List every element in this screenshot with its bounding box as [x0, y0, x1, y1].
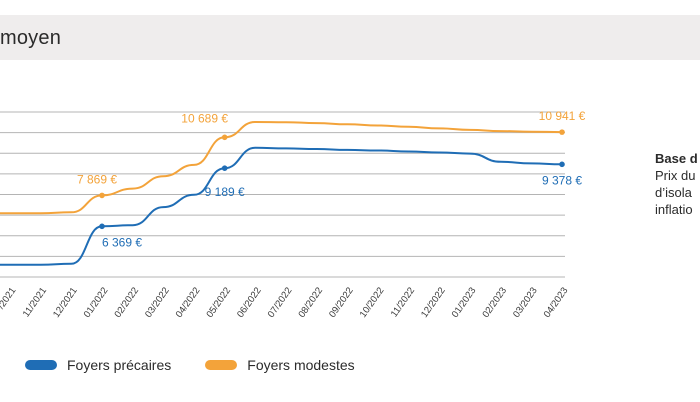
legend-swatch-modestes [205, 360, 238, 370]
x-tick-label: 02/2023 [480, 285, 509, 319]
legend-item-modestes: Foyers modestes [205, 357, 355, 373]
data-label: 10 941 € [539, 109, 586, 123]
data-label: 9 378 € [542, 173, 582, 187]
x-tick-label: 10/2022 [358, 285, 387, 319]
series-line-precaires [0, 146, 563, 266]
legend-label-modestes: Foyers modestes [247, 357, 355, 373]
data-point-marker [221, 165, 228, 172]
x-tick-label: /2021 [0, 285, 18, 311]
x-tick-label: 03/2022 [143, 285, 172, 319]
x-tick-label: 01/2023 [450, 285, 479, 319]
series-line-modestes [0, 121, 563, 215]
legend-item-precaires: Foyers précaires [25, 357, 171, 373]
side-note-line-1: Base d [655, 151, 698, 166]
data-point-marker [221, 134, 228, 141]
x-tick-label: 11/2021 [21, 285, 49, 319]
x-tick-label: 07/2022 [266, 285, 295, 319]
data-label: 6 369 € [102, 235, 142, 249]
x-tick-label: 04/2022 [174, 285, 203, 319]
x-tick-label: 09/2022 [327, 285, 356, 319]
chart-legend: Foyers précaires Foyers modestes [25, 357, 389, 373]
legend-label-precaires: Foyers précaires [67, 357, 172, 373]
data-label: 10 689 € [181, 111, 228, 125]
x-tick-label: 01/2022 [82, 285, 111, 319]
x-tick-label: 04/2023 [542, 285, 571, 319]
x-tick-label: 12/2021 [51, 285, 80, 319]
data-point-marker [559, 129, 565, 135]
x-tick-label: 12/2022 [419, 285, 448, 319]
x-tick-label: 05/2022 [204, 285, 233, 319]
x-tick-label: 02/2022 [112, 285, 141, 319]
x-tick-label: 06/2022 [235, 285, 264, 319]
side-note-line-3: d’isola [655, 185, 692, 200]
x-tick-label: 08/2022 [296, 285, 325, 319]
side-note: Base d Prix du d’isola inflatio [655, 150, 698, 218]
x-tick-label: 11/2022 [389, 285, 417, 319]
data-point-marker [99, 192, 105, 199]
data-label: 7 869 € [77, 172, 117, 186]
section-header-band [0, 15, 700, 60]
legend-swatch-precaires [25, 360, 57, 370]
x-tick-label: 03/2023 [511, 285, 540, 319]
data-label: 9 189 € [205, 185, 245, 199]
side-note-line-4: inflatio [655, 202, 693, 217]
data-point-marker [99, 223, 105, 230]
data-point-marker [559, 161, 565, 168]
section-title: moyen [0, 27, 62, 49]
side-note-line-2: Prix du [655, 168, 696, 183]
